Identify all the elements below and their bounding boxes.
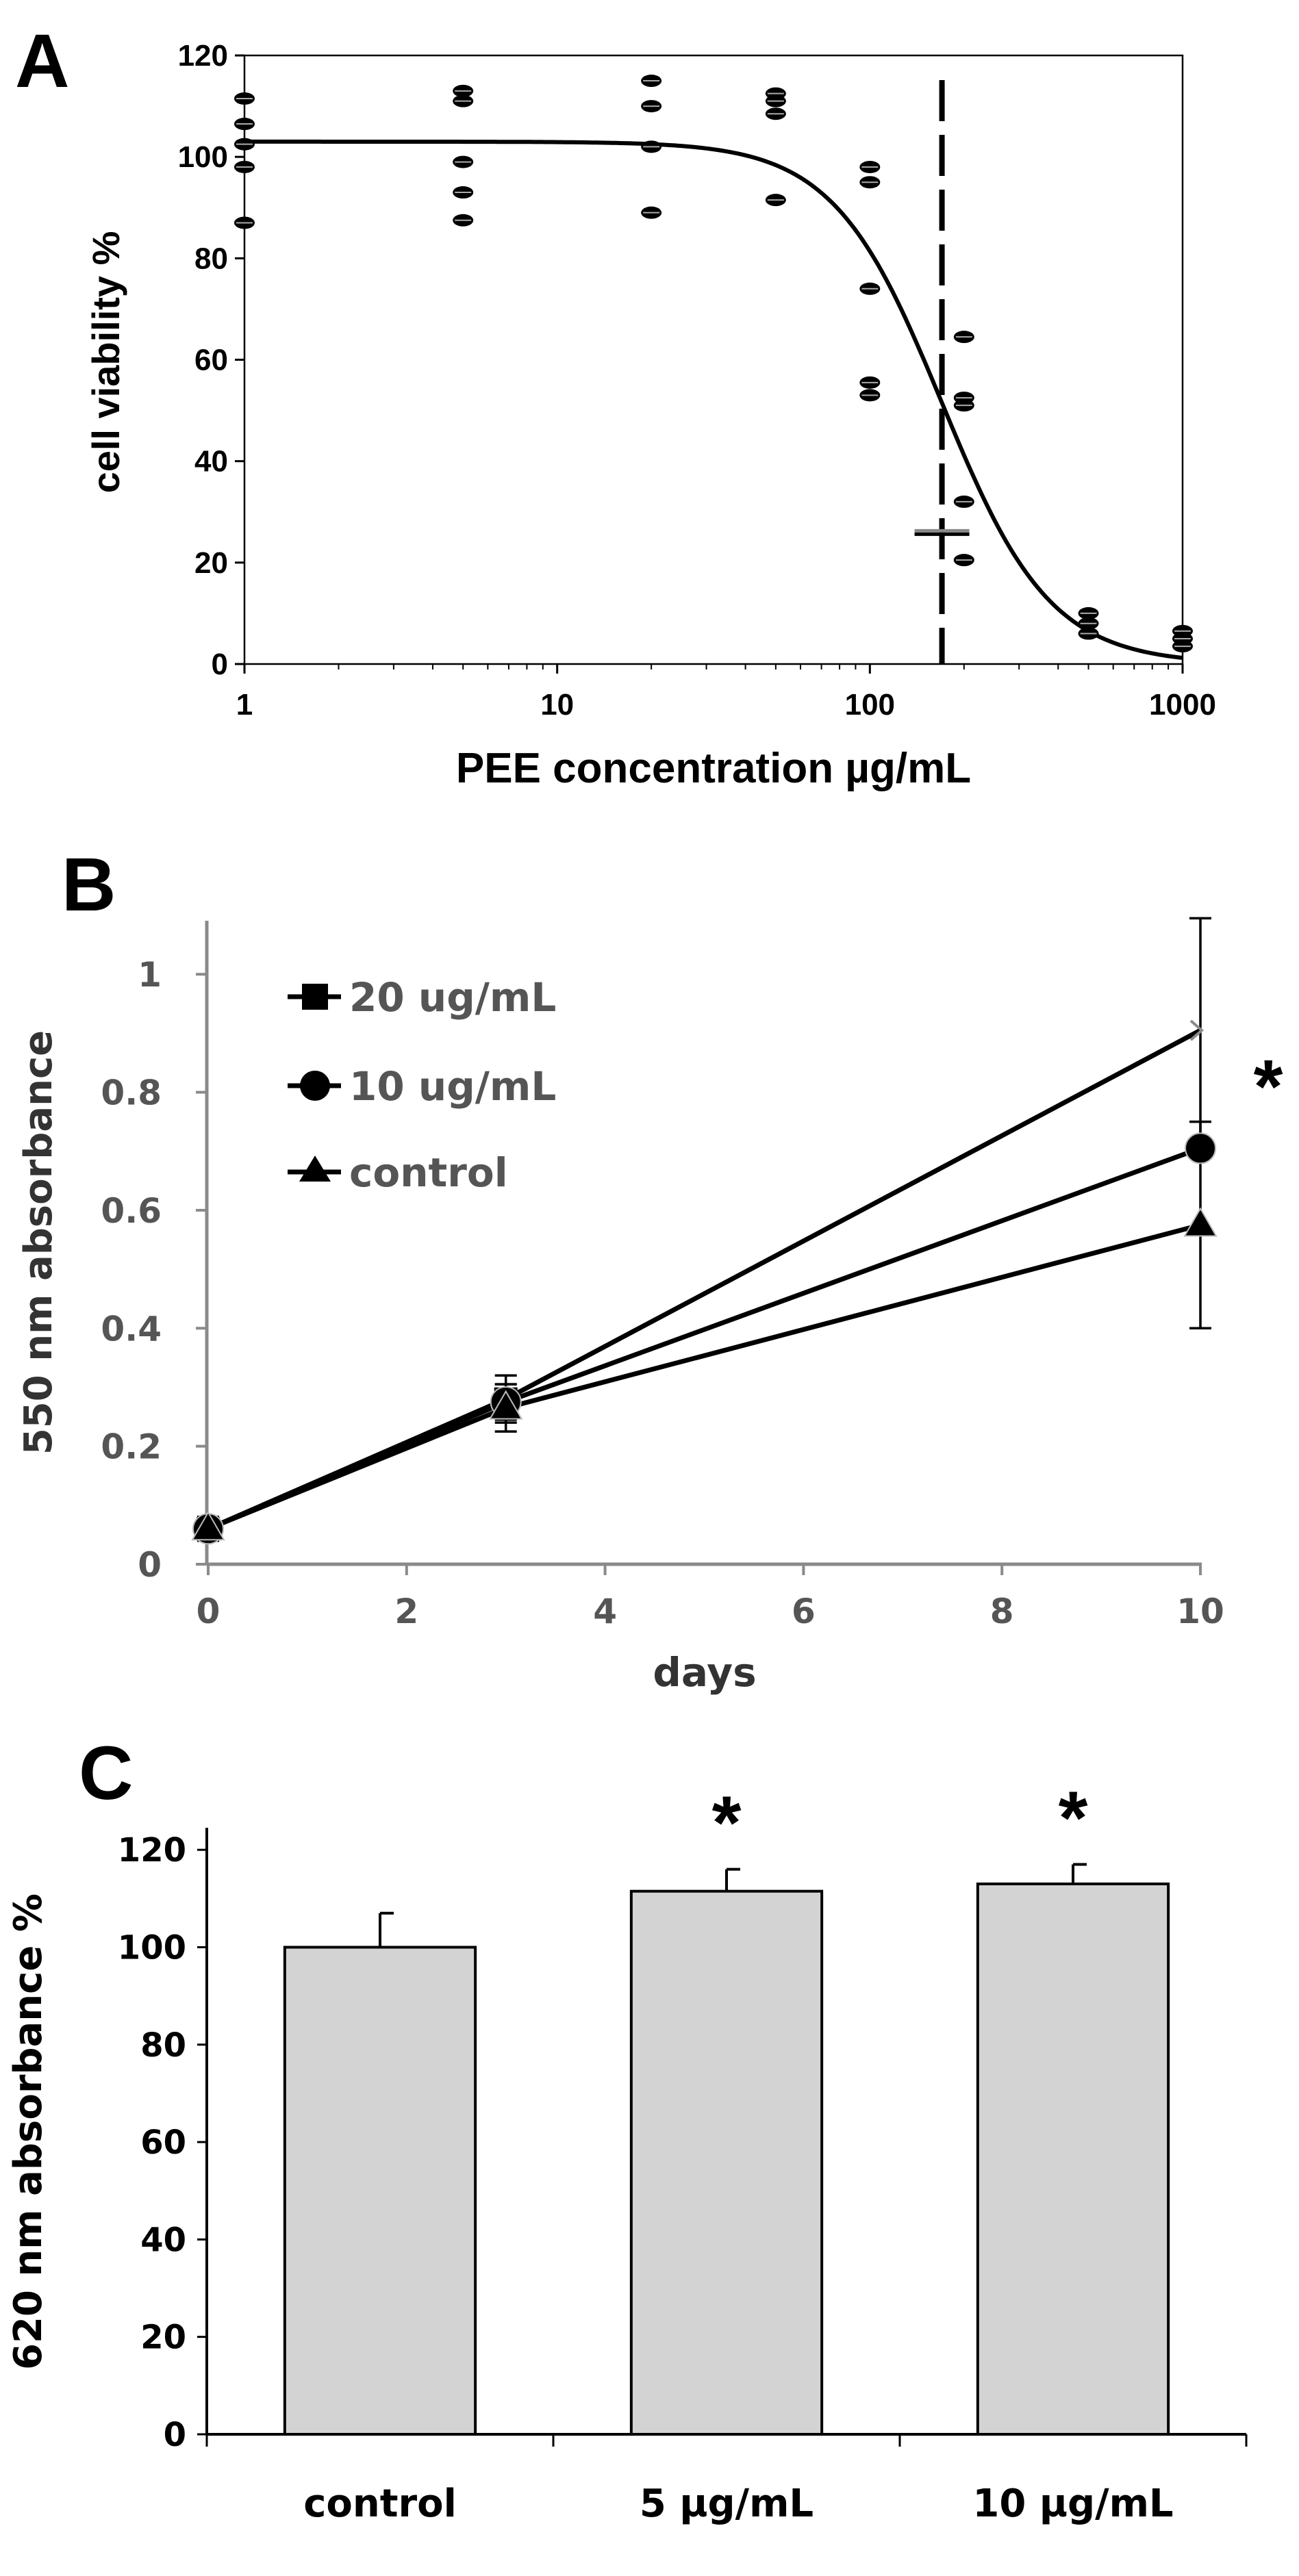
- legend-label-20ug: 20 ug/mL: [349, 974, 556, 1021]
- panel-c-x-ticks: [205, 2434, 1248, 2447]
- panel-b-triangle-marker: [191, 1511, 225, 1541]
- legend-circle-marker: [300, 1071, 330, 1101]
- panel-c-bar: [629, 1889, 824, 2436]
- panel-a-x-ticks: 1 10 100 1000: [236, 664, 1216, 722]
- panel-b-x-tick-label: 6: [792, 1592, 816, 1631]
- panel-c-y-tick-label: 60: [140, 2124, 186, 2162]
- panel-b-x-tick-label: 8: [990, 1592, 1014, 1631]
- panel-b-x-tick-label: 2: [394, 1592, 418, 1631]
- panel-a-x-tick-label: 10: [540, 688, 574, 722]
- panel-b-triangle-marker: [488, 1390, 523, 1420]
- panel-c-category-label: 10 µg/mL: [972, 2482, 1173, 2526]
- panel-c-significance-star: *: [712, 1781, 742, 1865]
- panel-a-y-ticks: 0 20 40 60 80 100 120: [178, 39, 244, 681]
- panel-c-y-tick-label: 20: [140, 2319, 186, 2357]
- panel-b-significance-star: *: [1254, 1045, 1283, 1129]
- panel-b-x-tick-label: 10: [1176, 1592, 1224, 1631]
- legend-label-control: control: [349, 1149, 508, 1196]
- panel-a-y-tick-label: 120: [178, 39, 228, 73]
- panel-c-category-label: 5 µg/mL: [640, 2482, 814, 2526]
- panel-b-x-tick-label: 4: [593, 1592, 617, 1631]
- panel-a-y-tick-label: 20: [194, 546, 228, 580]
- panel-a-y-tick-label: 100: [178, 140, 228, 174]
- panel-a-y-tick-label: 40: [194, 445, 228, 479]
- panel-a-x-axis-label: PEE concentration µg/mL: [456, 745, 971, 792]
- panel-a-letter: A: [15, 19, 69, 103]
- panel-b-y-tick-label: 0.8: [101, 1073, 162, 1113]
- panel-b: B 0 0.2 0.4 0.6 0.8 1 0 2 4 6 8 10 20 ug/mL 10 ug/…: [16, 843, 1283, 1696]
- panel-b-circle-marker: [1185, 1132, 1216, 1164]
- panel-b-y-tick-label: 0.2: [101, 1427, 162, 1467]
- panel-c-significance-star: *: [1059, 1776, 1088, 1861]
- panel-b-x-axis-label: days: [653, 1649, 756, 1696]
- legend-label-10ug: 10 ug/mL: [349, 1063, 556, 1110]
- panel-c-y-tick-label: 0: [164, 2416, 186, 2454]
- panel-a-y-axis-label: cell viability %: [84, 231, 127, 494]
- panel-b-y-tick-label: 0: [138, 1545, 162, 1585]
- panel-a-y-tick-label: 60: [194, 344, 228, 377]
- panel-c: C 0 20 40 60 80 100 120 control * 5 µg/mL * 10 µg/…: [6, 1731, 1248, 2526]
- panel-c-letter: C: [79, 1731, 133, 1815]
- panel-a-y-tick-label: 0: [212, 648, 228, 681]
- panel-a-x-tick-label: 1000: [1149, 688, 1216, 722]
- panel-c-bar: [976, 1883, 1170, 2436]
- panel-a-x-tick-label: 100: [845, 688, 895, 722]
- panel-b-series-markers: [191, 1019, 1218, 1545]
- panel-c-y-tick-label: 120: [118, 1831, 186, 1870]
- panel-b-y-ticks: 0 0.2 0.4 0.6 0.8 1: [101, 955, 207, 1585]
- panel-c-y-axis-label: 620 nm absorbance %: [6, 1893, 51, 2370]
- panel-c-y-tick-label: 80: [140, 2026, 186, 2065]
- panel-a-x-tick-label: 1: [236, 688, 253, 722]
- panel-b-x-tick-label: 0: [197, 1592, 220, 1631]
- panel-b-y-axis-label: 550 nm absorbance: [16, 1030, 61, 1455]
- panel-b-square-marker: [1189, 1019, 1205, 1041]
- panel-b-x-ticks: 0 2 4 6 8 10: [197, 1564, 1224, 1631]
- panel-c-bar: [283, 1946, 477, 2436]
- panel-c-y-tick-label: 100: [118, 1929, 186, 1967]
- panel-b-letter: B: [62, 843, 116, 927]
- panel-b-triangle-marker: [1183, 1207, 1218, 1237]
- panel-b-y-tick-label: 1: [138, 955, 162, 995]
- panel-c-category-label: control: [303, 2482, 457, 2526]
- panel-b-y-tick-label: 0.4: [101, 1309, 162, 1349]
- panel-a-y-tick-label: 80: [194, 242, 228, 275]
- panel-a-error-caps: [914, 528, 970, 536]
- legend-square-marker: [302, 984, 328, 1010]
- panel-a-fit-curve: [244, 139, 1183, 660]
- legend-triangle-marker: [299, 1156, 331, 1182]
- panel-c-y-tick-label: 40: [140, 2221, 186, 2259]
- panel-c-bars: control * 5 µg/mL * 10 µg/mL: [283, 1776, 1174, 2526]
- panel-b-legend: 20 ug/mL 10 ug/mL control: [288, 974, 556, 1196]
- panel-b-y-tick-label: 0.6: [101, 1191, 162, 1231]
- panel-a-data-points: [234, 75, 1193, 653]
- panel-c-y-ticks: 0 20 40 60 80 100 120: [118, 1831, 207, 2454]
